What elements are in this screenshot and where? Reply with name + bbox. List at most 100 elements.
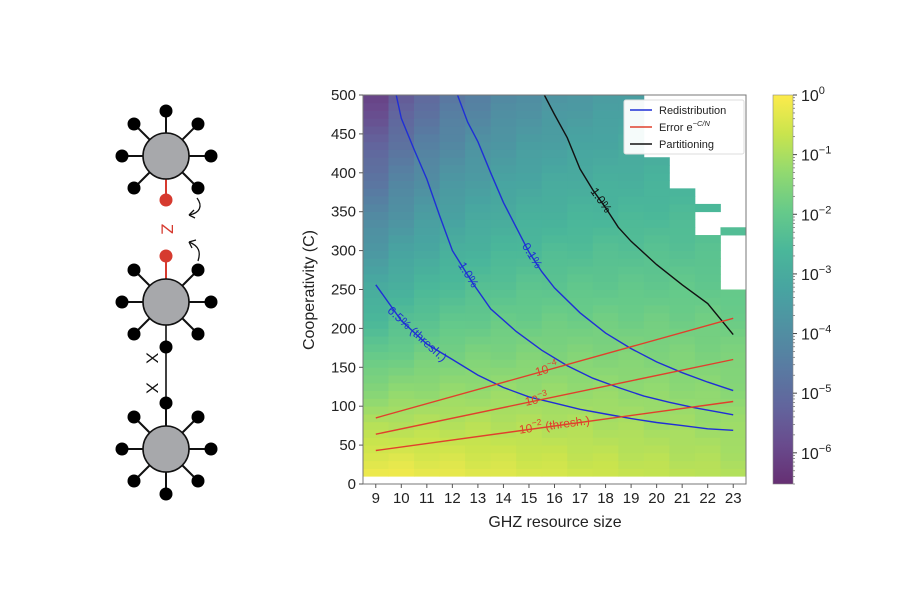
heatmap-cell (439, 390, 466, 399)
heatmap-cell (414, 468, 440, 477)
heatmap-cell (414, 413, 440, 423)
heatmap-cell (567, 305, 594, 314)
heatmap-cell (567, 452, 594, 462)
heatmap-cell (388, 305, 415, 314)
heatmap-cell (414, 157, 440, 166)
heatmap-cell (439, 382, 466, 392)
heatmap-cell (516, 289, 543, 298)
heatmap-cell (567, 273, 594, 283)
colorbar-tick-label: 10−5 (801, 383, 831, 403)
colorbar-tick-base: 10 (801, 386, 819, 403)
heatmap-cell (439, 258, 466, 267)
heatmap-cell (516, 157, 543, 166)
heatmap-cell (592, 273, 619, 283)
heatmap-cell (388, 133, 415, 143)
heatmap-cell (363, 196, 389, 205)
heatmap-cell (567, 320, 594, 329)
colorbar-tick-exponent: −1 (819, 145, 832, 157)
heatmap-cell (669, 188, 696, 197)
heatmap-cell (490, 258, 517, 267)
heatmap-cell (669, 312, 696, 322)
x-tick-label: 11 (419, 490, 435, 507)
heatmap-cell (465, 468, 492, 477)
heatmap-cell (618, 273, 645, 283)
legend-label-error: Error e−C/N (659, 119, 711, 134)
contour-redistribution-0.1 (456, 94, 734, 392)
heatmap-cell (643, 328, 670, 337)
heatmap-cell (669, 320, 696, 329)
heatmap-cell (388, 452, 415, 462)
heatmap-cell (618, 203, 645, 213)
top-hub-node (115, 104, 218, 207)
heatmap-cell (516, 250, 543, 259)
heatmap-cell (694, 390, 721, 399)
heatmap-cell (388, 188, 415, 197)
heatmap-cell (516, 421, 543, 430)
heatmap-cell (414, 343, 440, 353)
heatmap-cell (388, 445, 415, 454)
contour-label: 10−4 (533, 357, 560, 380)
heatmap-cell (388, 390, 415, 399)
heatmap-cell (567, 203, 594, 213)
link-qubit (159, 396, 173, 410)
heatmap-cell (465, 328, 492, 337)
heatmap-cell (592, 312, 619, 322)
z-gate-label: Z (158, 224, 177, 234)
heatmap-cell (541, 289, 568, 298)
heatmap-cell (388, 468, 415, 477)
heatmap-cell (541, 359, 568, 368)
heatmap-cell (388, 343, 415, 353)
heatmap-cell (414, 211, 440, 220)
heatmap-cell (516, 328, 543, 337)
heatmap-cell (720, 421, 747, 430)
heatmap-cell (439, 468, 466, 477)
heatmap-cell (490, 413, 517, 423)
heatmap-cell (363, 468, 389, 477)
heatmap-cell (363, 250, 389, 259)
y-tick-label: 250 (331, 282, 356, 299)
heatmap-cell (541, 312, 568, 322)
heatmap-cell (592, 382, 619, 392)
link-qubit (159, 340, 173, 354)
heatmap-cell (516, 351, 543, 360)
heatmap-cell (643, 211, 670, 220)
heatmap-cell (388, 328, 415, 337)
contour-error-1e-3 (375, 358, 734, 435)
heatmap-cell (363, 289, 389, 298)
heatmap-cell (414, 297, 440, 306)
heatmap-cell (720, 375, 747, 384)
y-tick-label: 300 (331, 243, 356, 260)
heatmap-cell (567, 235, 594, 244)
heatmap-cell (567, 406, 594, 415)
heatmap-cell (465, 375, 492, 384)
heatmap-cell (414, 95, 440, 104)
heatmap-cell (516, 437, 543, 446)
heatmap-cell (490, 328, 517, 337)
heatmap-cell (720, 328, 747, 337)
heatmap-cell (592, 413, 619, 423)
heatmap-cell (490, 367, 517, 376)
heatmap-cell (465, 460, 492, 469)
heatmap-cell (363, 273, 389, 283)
heatmap-cell (388, 203, 415, 213)
heatmap-cell (669, 445, 696, 454)
heatmap-cell (490, 336, 517, 345)
heatmap-cell (567, 359, 594, 368)
heatmap-cell (414, 242, 440, 251)
heatmap-cell (363, 110, 389, 119)
heatmap-cell (414, 165, 440, 174)
heatmap-cell (516, 390, 543, 399)
contour-label-suffix: (thresh.) (541, 413, 590, 433)
heatmap-cell (541, 328, 568, 337)
heatmap-cell (567, 398, 594, 407)
heatmap-cell (516, 375, 543, 384)
heatmap-cell (567, 429, 594, 438)
heatmap-cell (592, 305, 619, 314)
heatmap-cell (643, 196, 670, 205)
heatmap-cell (669, 250, 696, 259)
heatmap-cell (720, 413, 747, 423)
heatmap-cell (363, 452, 389, 462)
heatmap-cell (567, 157, 594, 166)
heatmap-cell (465, 180, 492, 189)
